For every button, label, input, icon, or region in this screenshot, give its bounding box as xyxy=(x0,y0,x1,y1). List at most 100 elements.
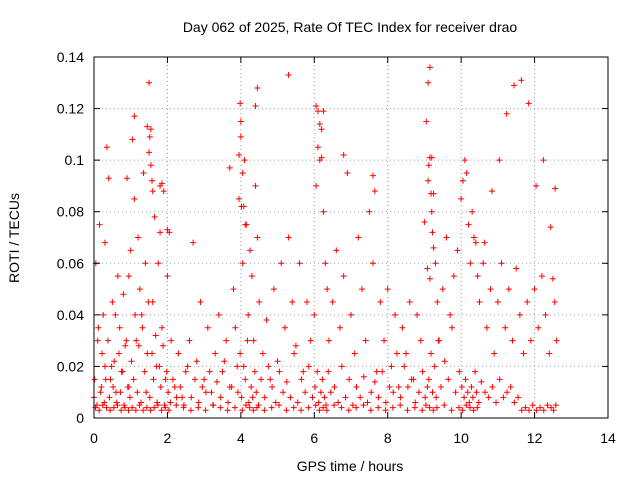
data-point xyxy=(360,373,367,380)
y-tick-label: 0.14 xyxy=(57,49,84,65)
data-point xyxy=(456,368,463,375)
data-point xyxy=(335,399,342,406)
data-point xyxy=(280,389,287,396)
data-point xyxy=(122,342,129,349)
data-point xyxy=(117,389,124,396)
data-point xyxy=(465,221,472,228)
data-point xyxy=(553,337,560,344)
data-point xyxy=(435,337,442,344)
data-point xyxy=(226,164,233,171)
data-point xyxy=(320,108,327,115)
data-point xyxy=(434,298,441,305)
data-point xyxy=(125,273,132,280)
data-point xyxy=(140,407,147,414)
data-point xyxy=(165,389,172,396)
data-point xyxy=(368,389,375,396)
data-point xyxy=(316,407,323,414)
data-point xyxy=(242,402,249,409)
data-point xyxy=(414,311,421,318)
data-point xyxy=(208,389,215,396)
data-point xyxy=(489,384,496,391)
data-point xyxy=(193,358,200,365)
data-point xyxy=(213,378,220,385)
data-point xyxy=(382,407,389,414)
data-point xyxy=(239,407,246,414)
data-point xyxy=(336,324,343,331)
data-point xyxy=(472,239,479,246)
data-point xyxy=(140,170,147,177)
data-point xyxy=(415,389,422,396)
data-point xyxy=(552,185,559,192)
data-point xyxy=(136,286,143,293)
data-point xyxy=(392,311,399,318)
data-point xyxy=(379,368,386,375)
data-point xyxy=(132,407,139,414)
data-point xyxy=(515,394,522,401)
data-point xyxy=(146,149,153,156)
data-point xyxy=(469,208,476,215)
data-point xyxy=(215,311,222,318)
data-point xyxy=(344,170,351,177)
data-point xyxy=(314,368,321,375)
data-point xyxy=(403,350,410,357)
data-point xyxy=(236,151,243,158)
data-point xyxy=(199,384,206,391)
data-point xyxy=(319,376,326,383)
data-point xyxy=(473,389,480,396)
data-point xyxy=(116,324,123,331)
x-tick-label: 8 xyxy=(384,430,392,446)
data-point xyxy=(182,368,189,375)
data-point xyxy=(252,182,259,189)
y-tick-label: 0.04 xyxy=(57,307,84,323)
data-point xyxy=(431,363,438,370)
data-point xyxy=(481,239,488,246)
data-point xyxy=(136,402,143,409)
data-point xyxy=(503,110,510,117)
data-point xyxy=(316,121,323,128)
data-point xyxy=(234,389,241,396)
y-tick-label: 0.1 xyxy=(65,152,85,168)
data-point xyxy=(458,384,465,391)
data-point xyxy=(107,407,114,414)
data-point xyxy=(340,273,347,280)
data-point xyxy=(472,368,479,375)
data-point xyxy=(128,358,135,365)
data-point xyxy=(338,363,345,370)
data-point xyxy=(276,368,283,375)
data-point xyxy=(467,260,474,267)
data-point xyxy=(367,407,374,414)
data-point xyxy=(533,182,540,189)
data-point xyxy=(195,399,202,406)
data-point xyxy=(373,368,380,375)
data-point xyxy=(312,384,319,391)
data-point xyxy=(248,384,255,391)
data-point xyxy=(511,399,518,406)
data-point xyxy=(441,402,448,409)
data-point xyxy=(195,404,202,411)
data-point xyxy=(482,389,489,396)
data-point xyxy=(164,273,171,280)
data-point xyxy=(370,172,377,179)
x-tick-label: 12 xyxy=(527,430,543,446)
data-point xyxy=(104,337,111,344)
data-point xyxy=(529,402,536,409)
data-point xyxy=(228,384,235,391)
data-point xyxy=(254,234,261,241)
data-point xyxy=(542,311,549,318)
data-point xyxy=(110,404,117,411)
data-point xyxy=(428,350,435,357)
data-point xyxy=(126,394,133,401)
data-point xyxy=(303,298,310,305)
data-point xyxy=(134,389,141,396)
data-point xyxy=(307,337,314,344)
data-point xyxy=(429,389,436,396)
data-point xyxy=(265,363,272,370)
data-point xyxy=(268,404,275,411)
data-point xyxy=(99,350,106,357)
data-point xyxy=(360,402,367,409)
data-point xyxy=(389,404,396,411)
data-point xyxy=(425,376,432,383)
data-point xyxy=(269,384,276,391)
data-point xyxy=(238,394,245,401)
data-point xyxy=(454,247,461,254)
